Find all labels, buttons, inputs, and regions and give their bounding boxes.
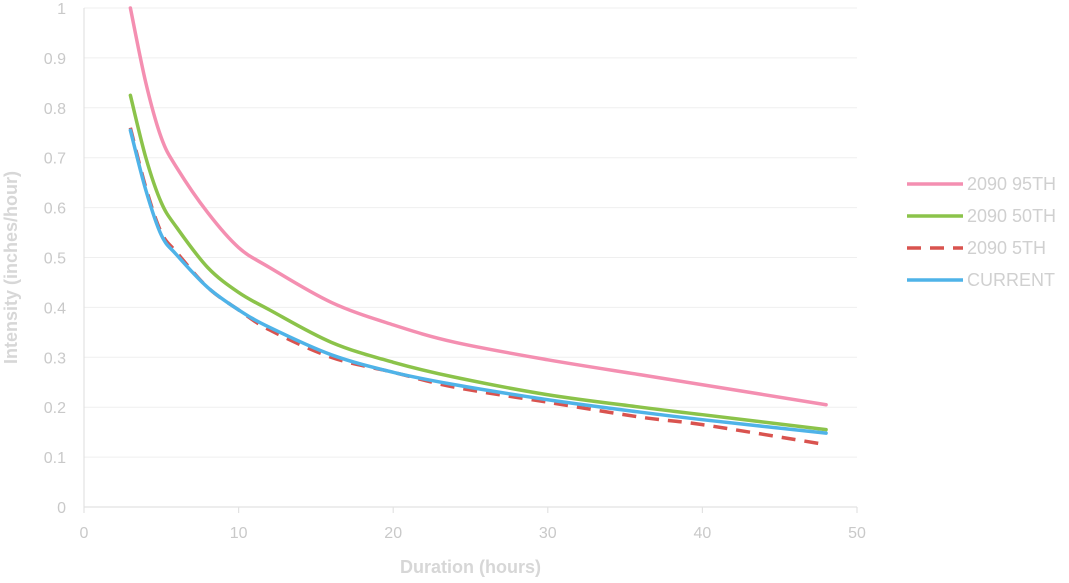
y-tick-label: 0.6: [44, 201, 66, 218]
gridlines: [84, 7, 857, 458]
y-axis-title: Intensity (inches/hour): [1, 171, 21, 364]
legend-label-current: CURRENT: [967, 270, 1055, 290]
y-tick-label: 0.9: [44, 51, 66, 68]
y-tick-label: 0.7: [44, 151, 66, 168]
x-tick-label: 30: [539, 525, 557, 542]
series-line-2090-50th: [128, 93, 828, 432]
series-line-2090-95th: [128, 6, 828, 407]
y-tick-label: 0.3: [44, 350, 66, 367]
y-tick-label: 0.8: [44, 101, 66, 118]
y-tick-label: 0: [57, 500, 66, 517]
y-tick-label: 0.1: [44, 450, 66, 467]
legend: 2090 95TH 2090 50TH 2090 5TH CURRENT: [907, 174, 1056, 290]
axes: 00.10.20.30.40.50.60.70.80.910 10 20 30 40 50: [44, 1, 866, 542]
x-tick-label: 10: [230, 525, 248, 542]
series-line-current: [128, 128, 828, 435]
y-tick-label: 0.5: [44, 251, 66, 268]
x-tick-label: 40: [694, 525, 712, 542]
y-tick-label: 0.4: [44, 300, 66, 317]
x-tick-label: 20: [384, 525, 402, 542]
legend-label-2090-95th: 2090 95TH: [967, 174, 1056, 194]
legend-label-2090-50th: 2090 50TH: [967, 206, 1056, 226]
x-tick-label: 0: [80, 525, 89, 542]
series-line-2090-5th: [128, 127, 827, 447]
y-tick-label: 1: [57, 1, 66, 18]
x-axis-title: Duration (hours): [400, 557, 541, 577]
x-tick-label: 50: [848, 525, 866, 542]
legend-label-2090-5th: 2090 5TH: [967, 238, 1046, 258]
series-lines: [128, 6, 828, 447]
y-tick-label: 0.2: [44, 400, 66, 417]
